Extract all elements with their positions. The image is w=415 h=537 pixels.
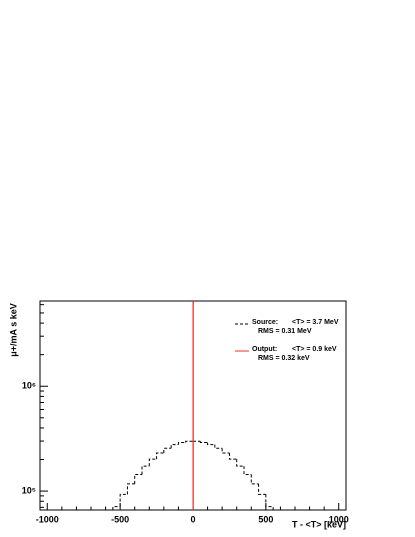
- legend-label: Output:: [252, 346, 277, 353]
- histogram-bin: [250, 474, 259, 485]
- plot-area: [112, 301, 274, 510]
- histogram-bin: [214, 444, 223, 449]
- x-axis-title: T - <T> [keV]: [292, 519, 346, 529]
- histogram-bin: [170, 444, 179, 449]
- x-tick-label: -500: [111, 514, 129, 524]
- legend: Source: <T> = 3.7 MeV RMS = 0.31 MeV Output…: [235, 319, 339, 362]
- x-tick-label: 500: [258, 514, 273, 524]
- y-axis-title: μ+/mA s keV: [8, 303, 18, 356]
- legend-stat: <T> = 0.9 keV: [292, 346, 337, 353]
- histogram-bin: [134, 473, 142, 484]
- histogram-bin: [163, 447, 172, 453]
- histogram-bin: [265, 494, 274, 510]
- x-tick-label: 0: [190, 514, 195, 524]
- histogram-bin: [112, 506, 121, 510]
- histogram-bin: [199, 441, 208, 443]
- histogram-bin: [177, 441, 186, 445]
- y-tick-label: 10⁵: [22, 485, 36, 495]
- histogram-bin: [236, 459, 244, 467]
- histogram-bin: [221, 448, 230, 454]
- histogram-bin: [156, 452, 164, 460]
- legend-stat: <T> = 3.7 MeV: [292, 319, 339, 326]
- histogram-bin: [185, 440, 193, 443]
- histogram-bin: [141, 465, 150, 475]
- legend-stat: RMS = 0.31 MeV: [258, 328, 312, 335]
- x-tick-label: -1000: [36, 514, 59, 524]
- x-tick-label: 1000: [329, 514, 349, 524]
- histogram-bin: [126, 483, 135, 495]
- histogram-bin: [243, 466, 252, 475]
- legend-label: Source:: [252, 319, 278, 326]
- histogram-bin: [207, 442, 215, 446]
- legend-stat: RMS = 0.32 keV: [258, 355, 310, 362]
- histogram-bin: [228, 452, 237, 460]
- y-tick-label: 10⁶: [22, 381, 36, 391]
- histogram-bin: [119, 493, 128, 507]
- histogram-bin: [258, 483, 266, 495]
- histogram-bin: [148, 458, 157, 467]
